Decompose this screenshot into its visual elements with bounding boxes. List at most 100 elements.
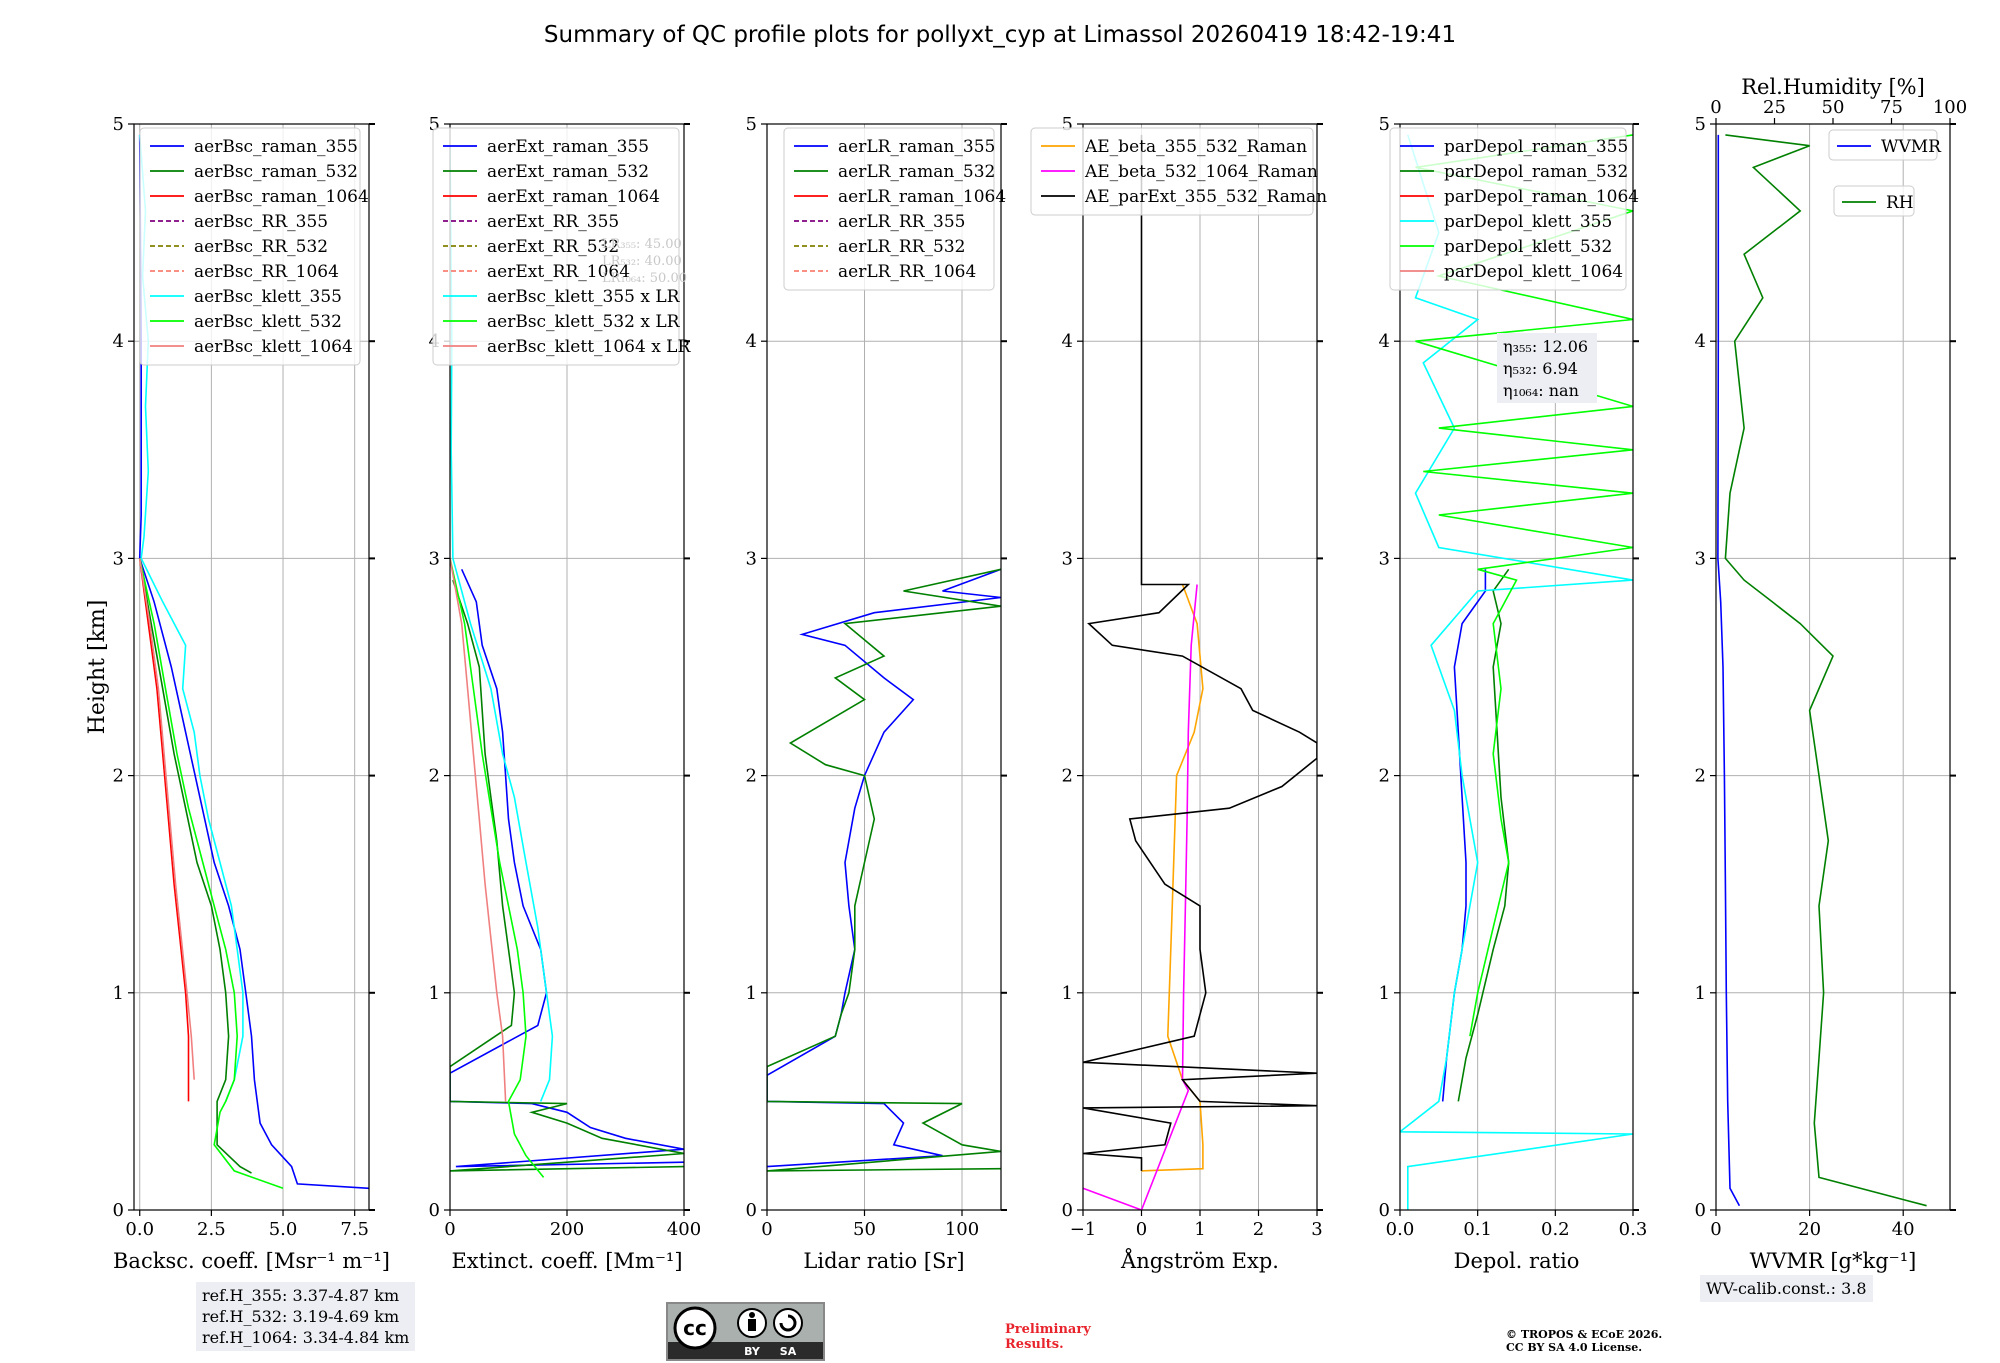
wv-calib-constant: WV-calib.const.: 3.8 [1706, 1279, 1867, 1298]
lr-note: LR₅₃₂: 40.00 [602, 254, 682, 269]
legend-label: parDepol_klett_355 [1444, 212, 1612, 232]
series-group [1400, 134, 1633, 1210]
series-aerbsc-raman-532 [138, 558, 252, 1174]
eta-note: η₃₅₅: 12.06 [1503, 337, 1588, 356]
series-group [767, 568, 1001, 1172]
top-x-tick-label: 25 [1763, 97, 1786, 118]
series-pardepol-klett-532 [1415, 134, 1633, 1037]
figure-title: Summary of QC profile plots for pollyxt_… [543, 22, 1457, 48]
cc-license-badge: cc BY SA [666, 1302, 825, 1361]
legend: aerBsc_raman_355 aerBsc_raman_532 aerBsc_r… [139, 127, 369, 366]
y-tick-label: 2 [429, 766, 440, 787]
panel-backscatter: 0.0 2.5 5.0 7.5 0 1 2 3 4 5 Backsc. coeff. [Msr⁻¹ … [113, 114, 390, 1273]
y-tick-label: 3 [113, 548, 124, 569]
y-tick-label: 1 [1062, 983, 1073, 1004]
axes-frame [1399, 123, 1634, 1211]
legend-label: aerBsc_raman_532 [194, 162, 358, 182]
x-tick-label: 0 [444, 1219, 455, 1240]
legend-box [1389, 127, 1627, 291]
legend-label: aerLR_RR_355 [838, 212, 965, 232]
lr-note: LR₃₅₅: 45.00 [602, 237, 682, 252]
x-tick-label: 0.2 [1541, 1219, 1570, 1240]
panel-extinction: 0200400012345Extinct. coeff. [Mm⁻¹]aerEx… [429, 114, 702, 1273]
series-aerbsc-klett-355-x-lr [450, 145, 554, 1102]
y-tick-label: 5 [1062, 114, 1073, 135]
x-axis-label: Backsc. coeff. [Msr⁻¹ m⁻¹] [113, 1249, 390, 1273]
y-tick-label: 1 [1695, 983, 1706, 1004]
y-tick-label: 3 [1695, 548, 1706, 569]
panel-water-vapor: 0 20 40 0 1 2 3 4 5 WVMR [g*kg⁻¹] 0 25 50 75 100 Rel.Hu… [1695, 75, 1968, 1273]
y-tick-label: 4 [1062, 331, 1073, 352]
series-rh [1724, 134, 1927, 1207]
x-tick-label: 0.3 [1619, 1219, 1648, 1240]
legend-label: RH [1886, 193, 1914, 213]
series-aerbsc-klett-1064-x-lr [450, 558, 507, 1102]
legend-label: parDepol_raman_355 [1444, 137, 1628, 157]
y-tick-label: 2 [746, 766, 757, 787]
legend-label: parDepol_raman_1064 [1444, 187, 1639, 207]
eta-note: η₅₃₂: 6.94 [1503, 359, 1578, 378]
legend-label: aerBsc_klett_532 x LR [487, 312, 681, 332]
x-axis-label: Lidar ratio [Sr] [803, 1249, 964, 1273]
legend: aerLR_raman_355 aerLR_raman_532 aerLR_rama… [783, 127, 1006, 291]
legend-label: aerExt_RR_355 [487, 212, 619, 232]
series-aerbsc-raman-1064 [138, 558, 190, 1102]
series-aerbsc-klett-532 [138, 558, 284, 1190]
legend-box [1828, 129, 1938, 161]
legend-label: aerBsc_klett_355 [194, 287, 342, 307]
x-tick-label: 400 [667, 1219, 701, 1240]
x-tick-label: 0.1 [1463, 1219, 1492, 1240]
y-tick-label: 1 [429, 983, 440, 1004]
legend-label: AE_parExt_355_532_Raman [1084, 187, 1327, 207]
legend-label: aerExt_RR_532 [487, 237, 619, 257]
y-tick-label: 5 [429, 114, 440, 135]
legend-label: aerLR_RR_532 [838, 237, 965, 257]
ref-height-box: ref.H_355: 3.37-4.87 km ref.H_532: 3.19-… [196, 1282, 416, 1351]
y-tick-label: 0 [429, 1200, 440, 1221]
x-tick-label: −1 [1070, 1219, 1097, 1240]
copyright-line-1: © TROPOS & ECoE 2026. [1506, 1328, 1663, 1341]
legend-label: aerLR_raman_1064 [838, 187, 1006, 207]
preliminary-note: Preliminary Results. [1005, 1322, 1091, 1352]
cc-logo-text: cc [683, 1316, 707, 1340]
legend-label: parDepol_klett_1064 [1444, 262, 1623, 282]
legend-label: aerBsc_RR_532 [194, 237, 328, 257]
series-ae-beta-355-532-raman [1141, 584, 1204, 1172]
x-tick-label: 2 [1253, 1219, 1264, 1240]
legend: parDepol_raman_355 parDepol_raman_532 parD… [1389, 127, 1639, 291]
axes-frame [133, 123, 370, 1211]
y-tick-label: 3 [746, 548, 757, 569]
y-tick-label: 2 [1062, 766, 1073, 787]
legend-label: aerLR_raman_355 [838, 137, 995, 157]
copyright-note: © TROPOS & ECoE 2026. CC BY SA 4.0 Licen… [1506, 1328, 1662, 1354]
series-aerlr-raman-355 [767, 568, 1001, 1168]
x-tick-label: 100 [945, 1219, 979, 1240]
legend-label: aerLR_RR_1064 [838, 262, 976, 282]
x-tick-label: 0 [1710, 1219, 1721, 1240]
y-tick-label: 4 [746, 331, 757, 352]
ref-height-532: ref.H_532: 3.19-4.69 km [202, 1307, 400, 1326]
preliminary-line-2: Results. [1005, 1337, 1064, 1352]
y-tick-label: 0 [113, 1200, 124, 1221]
legend-label: aerBsc_klett_1064 [194, 337, 353, 357]
y-tick-label: 5 [1695, 114, 1706, 135]
wv-calib-box: WV-calib.const.: 3.8 [1700, 1275, 1873, 1302]
x-axis-label: Depol. ratio [1454, 1249, 1580, 1273]
y-tick-label: 4 [1695, 331, 1706, 352]
series-ae-parext-355-532-raman [1083, 134, 1317, 1171]
top-x-tick-label: 0 [1710, 97, 1721, 118]
x-tick-label: 0.0 [1386, 1219, 1415, 1240]
y-tick-label: 1 [113, 983, 124, 1004]
series-aerbsc-klett-532-x-lr [450, 558, 545, 1178]
x-axis-label: Ångström Exp. [1120, 1248, 1279, 1273]
x-tick-label: 1 [1194, 1219, 1205, 1240]
y-tick-label: 1 [746, 983, 757, 1004]
legend-box [783, 127, 995, 291]
cc-by-text: BY [744, 1345, 761, 1358]
series-pardepol-klett-355 [1400, 134, 1633, 1210]
y-tick-label: 2 [113, 766, 124, 787]
y-tick-label: 5 [1379, 114, 1390, 135]
x-axis-label: Extinct. coeff. [Mm⁻¹] [451, 1249, 682, 1273]
legend-box [432, 127, 680, 366]
legend-label: AE_beta_355_532_Raman [1084, 137, 1307, 157]
